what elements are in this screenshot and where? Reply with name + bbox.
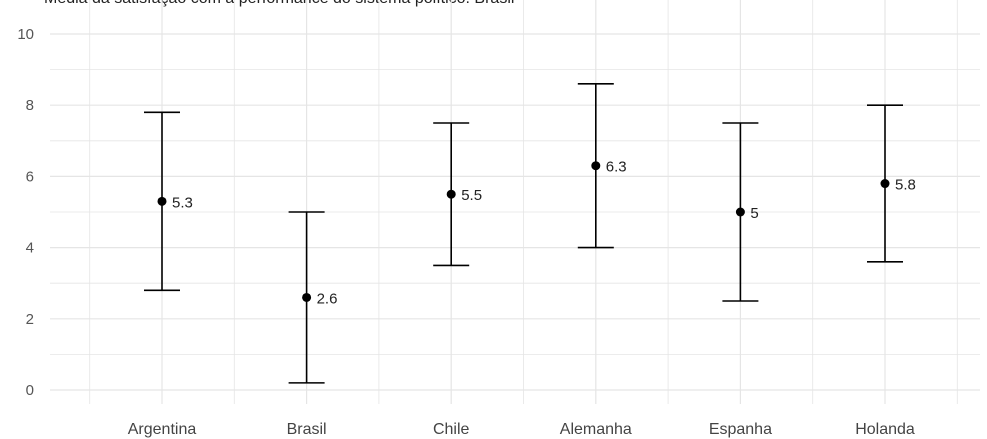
mean-point	[157, 196, 167, 206]
x-category-label: Argentina	[128, 421, 197, 438]
y-tick-label: 10	[17, 26, 34, 43]
x-category-label: Alemanha	[560, 421, 632, 438]
mean-point	[880, 179, 890, 189]
error-bars: 5.3 2.6 5.5 6.3 5 5.8	[144, 83, 916, 384]
mean-point	[302, 292, 312, 302]
data-label: 5.3	[172, 194, 193, 211]
y-tick-label: 2	[26, 311, 34, 328]
data-label: 5	[750, 205, 758, 222]
mean-point	[735, 207, 745, 217]
y-tick-label: 0	[26, 382, 34, 399]
y-tick-label: 8	[26, 97, 34, 114]
x-category-label: Brasil	[287, 421, 327, 438]
y-tick-label: 4	[26, 240, 34, 257]
mean-point	[446, 189, 456, 199]
y-axis-ticks: 0 2 4 6 8 10	[17, 26, 34, 399]
x-category-label: Espanha	[709, 421, 772, 438]
mean-point	[591, 161, 601, 171]
data-label: 5.8	[895, 177, 916, 194]
data-label: 2.6	[317, 290, 338, 307]
chart-title: Média da satisfação com a performance do…	[44, 0, 514, 8]
x-category-label: Chile	[433, 421, 470, 438]
x-axis-categories: Argentina Brasil Chile Alemanha Espanha Holan…	[128, 421, 915, 438]
data-label: 5.5	[461, 187, 482, 204]
y-tick-label: 6	[26, 168, 34, 185]
x-category-label: Holanda	[855, 421, 915, 438]
data-label: 6.3	[606, 159, 627, 176]
